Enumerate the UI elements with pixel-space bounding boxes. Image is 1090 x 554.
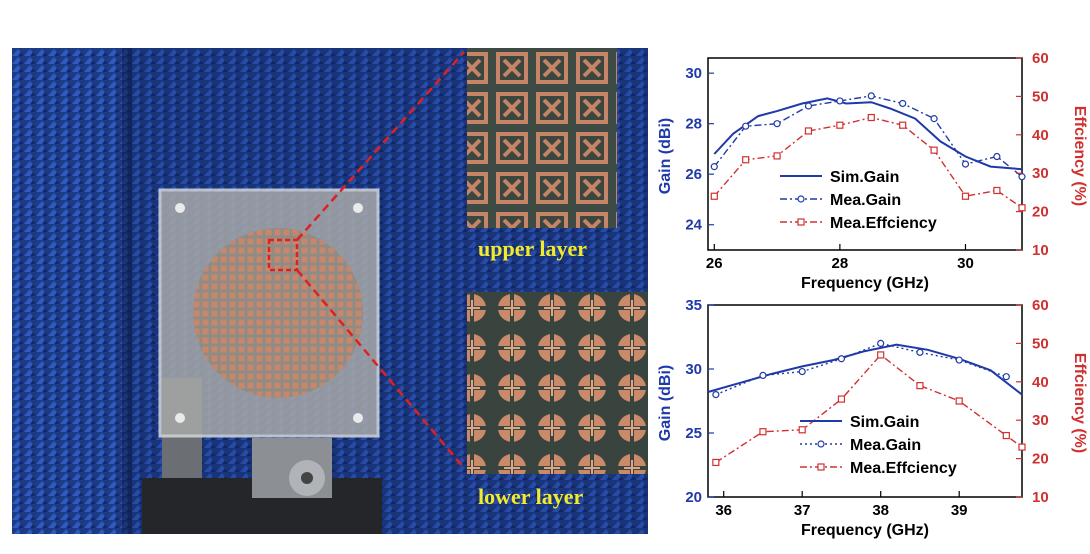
y2-tick-label: 20 — [1032, 204, 1049, 221]
y2-tick-label: 40 — [1032, 374, 1049, 391]
x-tick-label: 38 — [872, 502, 889, 519]
data-point — [961, 192, 970, 200]
y-axis-label: Gain (dBi) — [657, 365, 674, 441]
y-tick-label: 25 — [685, 425, 702, 442]
x-axis-label: Frequency (GHz) — [801, 522, 929, 539]
data-point — [993, 186, 1001, 195]
y-tick-label: 30 — [685, 361, 702, 378]
y-tick-label: 24 — [685, 217, 702, 234]
data-point — [712, 458, 720, 467]
y2-tick-label: 60 — [1032, 50, 1049, 67]
plot-frame — [707, 304, 1023, 498]
y2-tick-label: 30 — [1032, 165, 1049, 182]
data-point — [773, 152, 781, 160]
data-point — [993, 152, 1001, 161]
series-line-mea-gain — [715, 342, 1007, 396]
data-point — [930, 115, 938, 123]
x-tick-label: 30 — [957, 255, 974, 272]
series-line-mea-effciency — [715, 353, 1023, 463]
y-tick-label: 28 — [685, 116, 702, 133]
series-line-mea-gain — [713, 95, 1023, 178]
y-tick-label: 35 — [685, 297, 702, 314]
legend-label: Mea.Effciency — [850, 460, 957, 477]
series-line-sim-gain — [707, 343, 1023, 396]
data-point — [1018, 443, 1026, 451]
data-point — [710, 163, 718, 171]
data-point — [877, 339, 885, 348]
data-point — [1002, 373, 1010, 381]
x-axis-label: Frequency (GHz) — [801, 275, 929, 292]
data-point — [916, 348, 924, 356]
y2-tick-label: 10 — [1032, 242, 1049, 259]
data-point — [742, 156, 750, 164]
y-tick-label: 26 — [685, 166, 702, 183]
legend-marker — [817, 440, 825, 448]
data-point — [955, 397, 963, 405]
x-tick-label: 26 — [706, 255, 723, 272]
legend-label: Mea.Effciency — [830, 215, 937, 232]
chart-28ghz: 26 28 30 24 26 28 30 10 20 30 40 50 60 Frequency (… — [657, 50, 1088, 292]
data-point — [867, 92, 875, 100]
y2-axis-label: Effciency (%) — [1071, 353, 1088, 453]
legend-marker — [817, 463, 825, 471]
x-tick-label: 36 — [715, 502, 732, 519]
data-point — [773, 120, 781, 128]
data-point — [1018, 173, 1026, 181]
data-point — [899, 99, 907, 108]
y-tick-label: 20 — [685, 489, 702, 506]
data-point — [836, 121, 844, 129]
x-tick-label: 28 — [832, 255, 849, 272]
data-point — [837, 355, 846, 363]
data-point — [804, 127, 813, 135]
data-point — [1002, 431, 1010, 440]
measurement-photo — [12, 48, 648, 534]
legend-label: Mea.Gain — [830, 192, 901, 209]
data-point — [961, 160, 970, 168]
x-tick-label: 39 — [951, 502, 968, 519]
y2-tick-label: 40 — [1032, 127, 1049, 144]
legend-marker — [797, 218, 805, 226]
data-point — [867, 113, 875, 122]
data-point — [837, 395, 846, 403]
data-point — [798, 426, 806, 434]
lower-layer-label: lower layer — [478, 484, 584, 509]
y-axis-label: Gain (dBi) — [657, 118, 674, 194]
data-point — [798, 367, 806, 376]
x-tick-label: 37 — [794, 502, 811, 519]
plot-frame — [707, 57, 1023, 251]
data-point — [712, 390, 720, 399]
legend-label: Sim.Gain — [850, 414, 919, 431]
y2-tick-label: 50 — [1032, 335, 1049, 352]
data-point — [899, 121, 907, 129]
data-point — [710, 192, 718, 200]
legend-marker — [797, 195, 805, 203]
data-point — [1018, 204, 1026, 212]
data-point — [955, 356, 963, 364]
y2-tick-label: 10 — [1032, 489, 1049, 506]
y2-tick-label: 30 — [1032, 412, 1049, 429]
y-tick-label: 30 — [685, 65, 702, 82]
data-point — [877, 351, 885, 359]
y2-axis-label: Effciency (%) — [1071, 106, 1088, 206]
data-point — [804, 102, 813, 110]
data-point — [759, 371, 767, 380]
y2-tick-label: 20 — [1032, 451, 1049, 468]
data-point — [930, 146, 938, 154]
y2-tick-label: 60 — [1032, 297, 1049, 314]
legend-label: Sim.Gain — [830, 169, 899, 186]
data-point — [759, 428, 767, 436]
series-line-sim-gain — [713, 97, 1023, 171]
chart-38ghz: 36 37 38 39 20 25 30 35 10 20 30 40 50 60 Frequency… — [657, 297, 1088, 539]
upper-layer-label: upper layer — [478, 236, 587, 261]
data-point — [836, 97, 844, 105]
data-point — [742, 122, 750, 130]
legend-label: Mea.Gain — [850, 437, 921, 454]
y2-tick-label: 50 — [1032, 88, 1049, 105]
data-point — [916, 382, 924, 390]
